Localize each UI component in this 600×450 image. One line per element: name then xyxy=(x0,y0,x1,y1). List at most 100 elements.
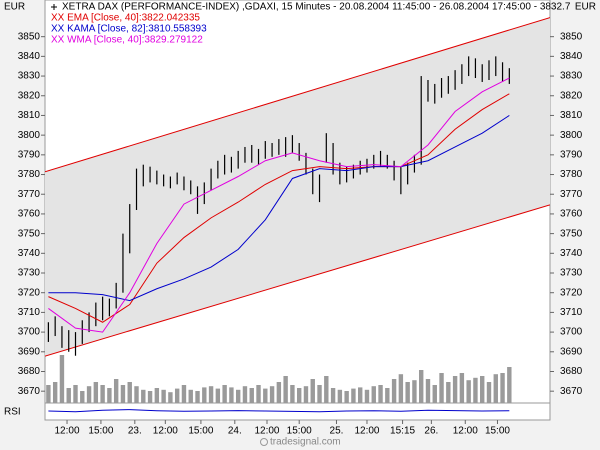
y2-tick-label: 3690 xyxy=(560,346,583,357)
x-tick-label: 15:00 xyxy=(88,426,113,437)
y2-tick-label: 3790 xyxy=(560,149,583,160)
y2-tick-label: 3720 xyxy=(560,287,583,298)
channel-fill xyxy=(45,17,550,357)
volume-bar xyxy=(202,387,207,403)
y2-axis-label: EUR xyxy=(575,2,596,13)
legend-entry: XX WMA [Close, 40]:3829.279122 xyxy=(51,35,203,46)
y2-tick-label: 3770 xyxy=(560,189,583,200)
volume-bar xyxy=(154,388,160,403)
volume-bar xyxy=(452,376,458,403)
legend-entry: XX KAMA [Close, 82]:3810.558393 xyxy=(51,24,207,35)
y2-tick-label: 3820 xyxy=(560,90,583,101)
y-axis-label: EUR xyxy=(4,2,25,13)
x-tick-label: 12:00 xyxy=(55,426,80,437)
volume-bar xyxy=(324,376,329,403)
chart-title: XETRA DAX (PERFORMANCE-INDEX) ,GDAXI, 15… xyxy=(62,2,571,13)
volume-bar xyxy=(86,386,92,403)
volume-bar xyxy=(222,385,227,403)
ma-line xyxy=(48,93,510,323)
x-tick-label: 12:00 xyxy=(254,426,279,437)
legend-entry: XX EMA [Close, 40]:3822.042335 xyxy=(51,13,200,24)
rsi-line xyxy=(48,409,510,413)
x-tick-label: 15:15 xyxy=(390,426,415,437)
volume-bar xyxy=(73,385,78,403)
volume-bar xyxy=(235,389,241,403)
x-tick-label: 12:00 xyxy=(153,426,178,437)
y2-tick-label: 3800 xyxy=(560,130,583,141)
volume-bar xyxy=(459,373,465,403)
volume-bar xyxy=(439,373,444,403)
volume-bar xyxy=(317,385,322,403)
x-tick-label: 15:00 xyxy=(287,426,312,437)
volume-bar xyxy=(66,388,71,403)
x-tick-label: 15:00 xyxy=(485,426,510,437)
volume-bar xyxy=(249,388,254,403)
x-tick-label: 12:00 xyxy=(354,426,379,437)
y2-tick-label: 3750 xyxy=(560,228,583,239)
y2-tick-label: 3730 xyxy=(560,268,583,279)
y-tick-label: 3820 xyxy=(18,90,41,101)
y2-tick-label: 3700 xyxy=(560,327,583,338)
volume-bar xyxy=(59,355,65,403)
volume-bar xyxy=(134,386,139,403)
y2-tick-label: 3670 xyxy=(560,386,583,397)
volume-bar xyxy=(52,382,58,403)
volume-bar xyxy=(391,379,397,403)
y-tick-label: 3680 xyxy=(18,366,41,377)
y2-tick-label: 3780 xyxy=(560,169,583,180)
volume-bar xyxy=(113,379,119,403)
volume-bar xyxy=(80,391,85,403)
volume-bar xyxy=(215,388,221,403)
volume-bar xyxy=(473,377,478,403)
volume-bar xyxy=(432,385,437,403)
footer-icon xyxy=(260,438,268,446)
volume-bar xyxy=(337,389,343,403)
price-panel xyxy=(45,17,550,403)
ma-line xyxy=(48,77,510,333)
volume-bar xyxy=(303,386,309,403)
y-tick-label: 3790 xyxy=(18,149,41,160)
x-tick-label: 24. xyxy=(228,426,242,437)
volume-bar xyxy=(500,373,505,403)
volume-bar xyxy=(351,388,356,403)
volume-bar xyxy=(405,382,410,403)
y-tick-label: 3700 xyxy=(18,327,41,338)
x-tick-label: 26. xyxy=(424,426,438,437)
volume-bar xyxy=(480,376,485,403)
y2-tick-label: 3830 xyxy=(560,71,583,82)
y2-tick-label: 3710 xyxy=(560,307,583,318)
volume-bar xyxy=(208,386,214,403)
volume-bar xyxy=(168,392,173,403)
volume-bar xyxy=(195,391,200,403)
y2-tick-label: 3810 xyxy=(560,110,583,121)
y-tick-label: 3720 xyxy=(18,287,41,298)
x-tick-label: 12:00 xyxy=(453,426,478,437)
volume-bar xyxy=(229,387,234,403)
volume-bar xyxy=(466,380,471,403)
y-tick-label: 3830 xyxy=(18,71,41,82)
volume-bar xyxy=(181,385,187,403)
overlay: 3670 3670 3680 3680 3690 3690 3700 3700 3710 3710… xyxy=(18,13,583,437)
x-tick-label: 15:00 xyxy=(188,426,213,437)
y2-tick-label: 3760 xyxy=(560,209,583,220)
title-icon xyxy=(51,4,57,10)
channel-line xyxy=(45,204,550,357)
rsi-label: RSI xyxy=(4,407,21,418)
volume-bar xyxy=(398,374,404,403)
y-tick-label: 3850 xyxy=(18,31,41,42)
volume-bar xyxy=(161,389,166,403)
y-tick-label: 3750 xyxy=(18,228,41,239)
x-tick-label: 25. xyxy=(330,426,344,437)
volume-bar xyxy=(147,391,153,403)
y-tick-label: 3730 xyxy=(18,268,41,279)
volume-bar xyxy=(93,382,99,403)
y-tick-label: 3710 xyxy=(18,307,41,318)
volume-bar xyxy=(296,388,302,403)
volume-bar xyxy=(120,385,126,403)
volume-bar xyxy=(371,386,376,403)
volume-bar xyxy=(107,388,112,403)
volume-bar xyxy=(419,370,424,403)
y-tick-label: 3670 xyxy=(18,386,41,397)
volume-bar xyxy=(276,382,282,403)
volume-bar xyxy=(344,391,349,403)
